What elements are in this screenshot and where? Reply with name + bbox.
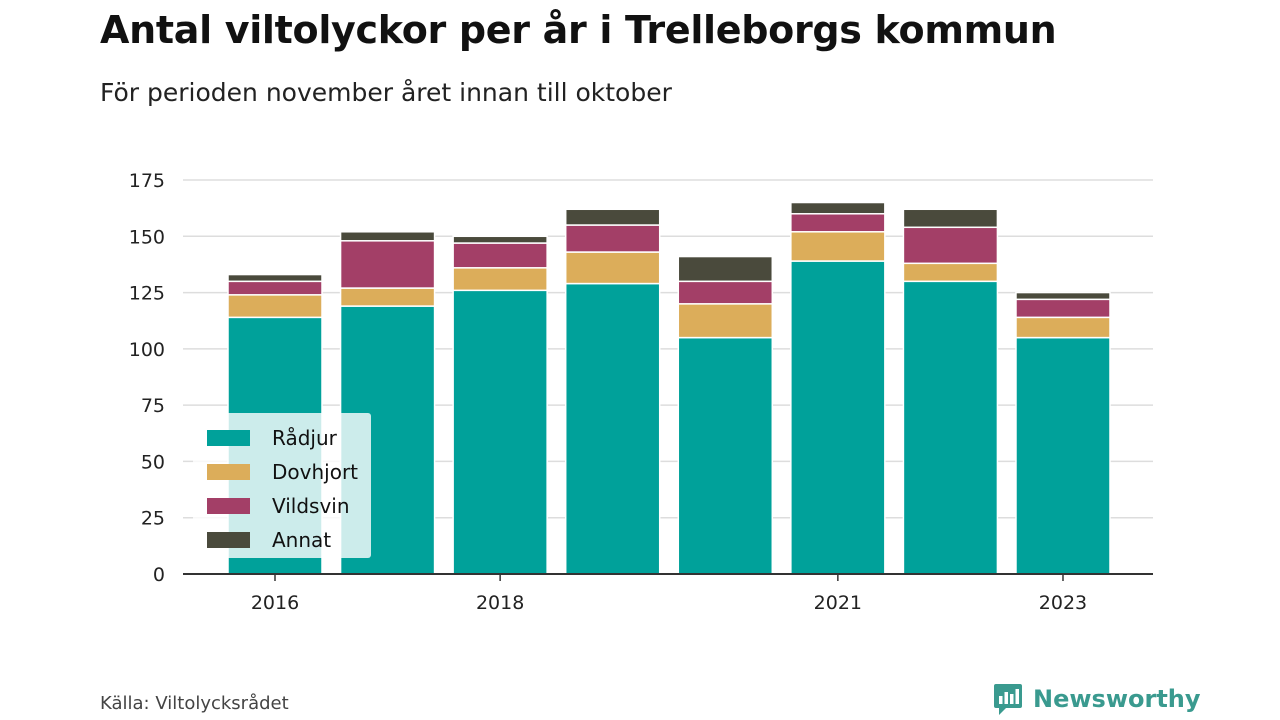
y-tick-label-50: 50 bbox=[141, 451, 165, 473]
bar-radjur-2021 bbox=[790, 260, 886, 575]
bar-dovhjort-2018 bbox=[452, 267, 548, 292]
x-tick-label-2021: 2021 bbox=[814, 592, 862, 614]
y-tick-label-125: 125 bbox=[129, 283, 165, 305]
bar-annat-2016 bbox=[227, 273, 323, 283]
legend-item-vildsvin: Vildsvin bbox=[207, 489, 371, 523]
legend-swatch-dovhjort bbox=[207, 464, 250, 480]
bar-vildsvin-2016 bbox=[227, 280, 323, 296]
bar-annat-2018 bbox=[452, 235, 548, 244]
chart-legend: Rådjur Dovhjort Vildsvin Annat bbox=[193, 413, 371, 558]
brand-name: Newsworthy bbox=[1033, 685, 1201, 713]
bar-vildsvin-2018 bbox=[452, 242, 548, 269]
bar-dovhjort-2019 bbox=[564, 251, 661, 285]
legend-swatch-vildsvin bbox=[207, 498, 250, 514]
bar-dovhjort-2016 bbox=[227, 294, 323, 319]
bar-annat-2020 bbox=[677, 255, 774, 283]
bar-vildsvin-2020 bbox=[677, 280, 774, 305]
bar-dovhjort-2023 bbox=[1015, 316, 1111, 339]
chart-subtitle: För perioden november året innan till ok… bbox=[100, 78, 672, 107]
legend-label-annat: Annat bbox=[272, 528, 332, 552]
legend-item-annat: Annat bbox=[207, 523, 371, 557]
bar-vildsvin-2023 bbox=[1015, 298, 1111, 319]
legend-swatch-annat bbox=[207, 532, 250, 548]
bar-radjur-2022 bbox=[902, 280, 999, 575]
bar-radjur-2019 bbox=[564, 282, 661, 575]
legend-label-radjur: Rådjur bbox=[272, 426, 337, 450]
legend-item-dovhjort: Dovhjort bbox=[207, 455, 371, 489]
bar-radjur-2020 bbox=[677, 336, 774, 575]
y-tick-label-75: 75 bbox=[141, 395, 165, 417]
legend-label-dovhjort: Dovhjort bbox=[272, 460, 359, 484]
source-note: Källa: Viltolycksrådet bbox=[100, 693, 289, 714]
bar-dovhjort-2022 bbox=[902, 262, 999, 283]
newsworthy-logo-icon bbox=[994, 684, 1022, 715]
bar-annat-2021 bbox=[790, 201, 886, 215]
y-tick-label-175: 175 bbox=[129, 170, 165, 192]
x-tick-label-2018: 2018 bbox=[476, 592, 524, 614]
legend-item-radjur: Rådjur bbox=[207, 421, 371, 455]
brand-link[interactable]: Newsworthy bbox=[993, 682, 1201, 716]
bar-radjur-2018 bbox=[452, 289, 548, 575]
bar-annat-2023 bbox=[1015, 291, 1111, 301]
chart-title: Antal viltolyckor per år i Trelleborgs k… bbox=[100, 8, 1057, 52]
legend-swatch-radjur bbox=[207, 430, 250, 446]
bar-dovhjort-2020 bbox=[677, 303, 774, 339]
x-tick-label-2023: 2023 bbox=[1039, 592, 1087, 614]
bar-annat-2019 bbox=[564, 208, 661, 226]
legend-label-vildsvin: Vildsvin bbox=[272, 494, 350, 518]
bar-radjur-2023 bbox=[1015, 336, 1111, 575]
y-tick-label-0: 0 bbox=[153, 564, 165, 586]
bar-dovhjort-2021 bbox=[790, 231, 886, 262]
bar-vildsvin-2021 bbox=[790, 213, 886, 233]
bar-annat-2017 bbox=[339, 231, 436, 242]
bar-dovhjort-2017 bbox=[339, 287, 436, 307]
bar-annat-2022 bbox=[902, 208, 999, 229]
bar-vildsvin-2017 bbox=[339, 240, 436, 289]
y-tick-label-150: 150 bbox=[129, 226, 165, 248]
bar-vildsvin-2022 bbox=[902, 226, 999, 265]
y-tick-label-100: 100 bbox=[129, 339, 165, 361]
bar-vildsvin-2019 bbox=[564, 224, 661, 253]
y-tick-label-25: 25 bbox=[141, 508, 165, 530]
x-tick-label-2016: 2016 bbox=[251, 592, 299, 614]
